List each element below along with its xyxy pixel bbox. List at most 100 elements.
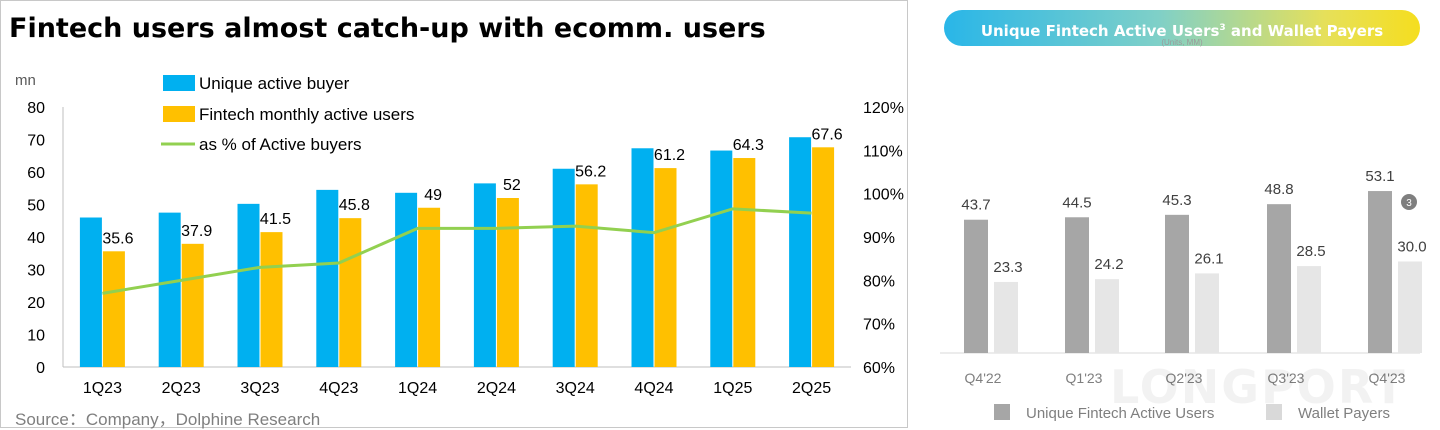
right-chart-title: Unique Fintech Active Users3 and Wallet … <box>980 22 1384 40</box>
data-label: 67.6 <box>812 126 843 143</box>
y2-tick-label: 60% <box>863 360 895 377</box>
data-label: 43.7 <box>961 197 990 214</box>
bar-fintech-mau <box>181 243 204 367</box>
data-label: 35.6 <box>102 230 133 247</box>
y-tick-label: 40 <box>27 230 45 247</box>
right-chart-subtitle: (Units, MM) <box>1161 38 1203 47</box>
bar-unique-active-buyer <box>631 148 654 367</box>
left-chart-svg: mn 0 10 20 30 40 50 60 70 80 60% 70% 80% 90% 100% 110% 1… <box>15 72 904 397</box>
x-tick-label: 1Q25 <box>713 380 752 397</box>
bar-unique-fintech-active-users <box>1368 191 1392 353</box>
data-label: 44.5 <box>1062 194 1091 211</box>
legend-swatch <box>1266 404 1282 420</box>
bar-fintech-mau <box>812 147 835 367</box>
x-tick-label: 3Q23 <box>240 380 279 397</box>
bar-fintech-mau <box>260 232 283 367</box>
bar-unique-fintech-active-users <box>964 219 988 353</box>
right-chart-svg: 43.7 23.3 Q4'22 44.5 24.2 Q1'23 45.3 26.1 Q2'23 4… <box>940 168 1427 422</box>
bar-unique-fintech-active-users <box>1267 204 1291 353</box>
bar-unique-active-buyer <box>237 203 260 367</box>
footnote-badge <box>1401 194 1417 210</box>
data-label: 53.1 <box>1365 168 1394 185</box>
legend-label: as % of Active buyers <box>199 135 362 154</box>
title-banner: Unique Fintech Active Users3 and Wallet … <box>944 10 1420 46</box>
data-label: 30.0 <box>1397 239 1426 256</box>
bar-fintech-mau <box>339 218 362 367</box>
bar-wallet-payers <box>1297 266 1321 353</box>
bar-unique-active-buyer <box>316 189 339 367</box>
footnote-badge-text: 3 <box>1406 198 1412 209</box>
x-tick-label: Q3'23 <box>1268 370 1305 386</box>
y-tick-label: 20 <box>27 295 45 312</box>
bar-unique-active-buyer <box>79 217 102 367</box>
y2-tick-label: 120% <box>863 100 904 117</box>
y-tick-label: 0 <box>36 360 45 377</box>
x-tick-label: 2Q25 <box>792 380 831 397</box>
x-tick-label: 4Q23 <box>319 380 358 397</box>
line-pct-active-buyers <box>102 207 812 295</box>
bar-unique-active-buyer <box>395 192 418 367</box>
bar-unique-fintech-active-users <box>1165 214 1189 353</box>
y-tick-label: 50 <box>27 198 45 215</box>
left-chart-panel: Fintech users almost catch-up with ecomm… <box>0 0 908 429</box>
bar-unique-active-buyer <box>473 183 496 367</box>
legend-swatch <box>163 75 195 91</box>
source-note: Source：Company，Dolphine Research <box>15 410 321 429</box>
data-label: 56.2 <box>575 163 606 180</box>
x-tick-label: Q2'23 <box>1166 370 1203 386</box>
x-tick-label: 4Q24 <box>634 380 673 397</box>
y-tick-label: 10 <box>27 328 45 345</box>
y2-tick-label: 80% <box>863 273 895 290</box>
data-label: 37.9 <box>181 223 212 240</box>
y2-tick-label: 110% <box>863 143 903 160</box>
data-label: 64.3 <box>733 137 764 154</box>
x-tick-label: 2Q24 <box>477 380 516 397</box>
x-tick-label: 1Q24 <box>398 380 437 397</box>
data-label: 41.5 <box>260 211 291 228</box>
x-tick-label: 3Q24 <box>556 380 595 397</box>
data-label: 49 <box>424 187 442 204</box>
y2-tick-label: 100% <box>863 187 904 204</box>
legend-swatch <box>994 404 1010 420</box>
data-label: 28.5 <box>1296 243 1325 260</box>
x-tick-label: 2Q23 <box>162 380 201 397</box>
x-tick-label: Q4'23 <box>1369 370 1406 386</box>
y-tick-label: 70 <box>27 133 45 150</box>
legend-swatch <box>163 106 195 122</box>
bar-fintech-mau <box>733 158 756 367</box>
bar-unique-active-buyer <box>552 168 575 367</box>
x-tick-label: 1Q23 <box>83 380 122 397</box>
bar-unique-fintech-active-users <box>1065 217 1089 353</box>
y-tick-label: 80 <box>27 100 45 117</box>
y-axis-unit: mn <box>15 72 36 89</box>
y2-tick-label: 90% <box>863 230 895 247</box>
legend-label: Fintech monthly active users <box>199 105 414 124</box>
bar-fintech-mau <box>654 168 677 367</box>
bar-fintech-mau <box>102 251 125 367</box>
bar-wallet-payers <box>1095 279 1119 353</box>
bar-unique-active-buyer <box>789 137 812 367</box>
data-label: 48.8 <box>1264 181 1293 198</box>
bar-fintech-mau <box>418 207 441 367</box>
x-tick-label: Q4'22 <box>965 370 1002 386</box>
bar-wallet-payers <box>1195 273 1219 353</box>
bar-wallet-payers <box>994 281 1018 353</box>
data-label: 23.3 <box>993 259 1022 276</box>
legend-label: Unique active buyer <box>199 74 350 93</box>
chart-title: Fintech users almost catch-up with ecomm… <box>9 13 766 44</box>
data-label: 45.3 <box>1162 192 1191 209</box>
data-label: 52 <box>503 177 521 194</box>
data-label: 24.2 <box>1094 256 1123 273</box>
x-tick-label: Q1'23 <box>1066 370 1103 386</box>
data-label: 45.8 <box>339 197 370 214</box>
data-label: 26.1 <box>1194 250 1223 267</box>
y-tick-label: 60 <box>27 165 45 182</box>
bar-wallet-payers <box>1398 261 1422 353</box>
legend-label: Wallet Payers <box>1298 405 1390 422</box>
bar-fintech-mau <box>575 184 598 367</box>
legend-label: Unique Fintech Active Users <box>1026 405 1214 422</box>
y-tick-label: 30 <box>27 263 45 280</box>
right-chart-panel: Unique Fintech Active Users3 and Wallet … <box>920 0 1440 430</box>
footnote-marker: 3 <box>1219 23 1226 33</box>
watermark: LONGPORT <box>1110 360 1407 414</box>
